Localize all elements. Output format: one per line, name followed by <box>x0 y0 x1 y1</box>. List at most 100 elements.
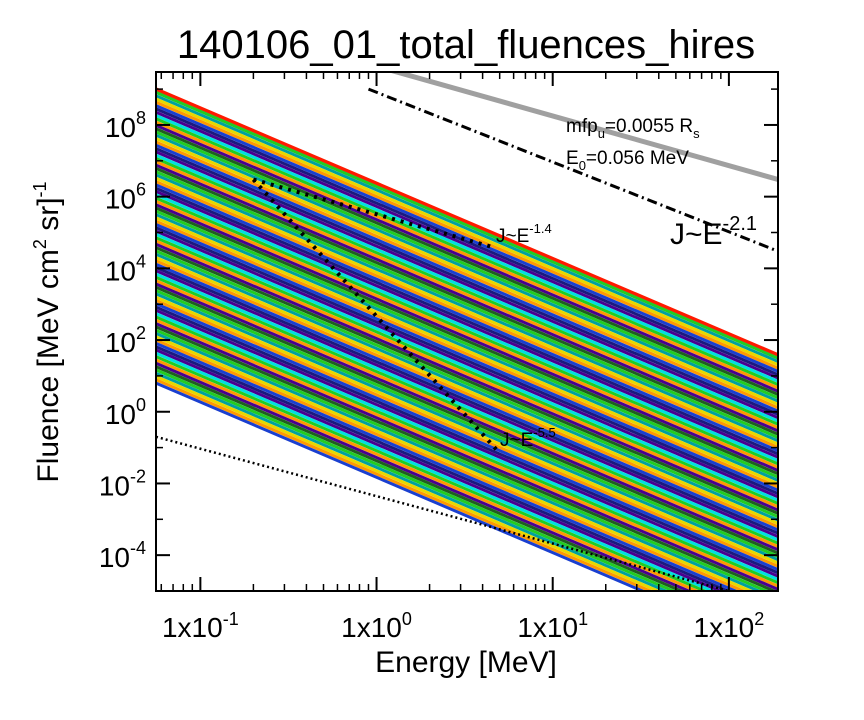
fluence-curve <box>156 342 740 591</box>
x-tick-label: 1x100 <box>341 609 412 643</box>
fluence-curve <box>156 358 701 591</box>
fluence-curve <box>156 206 778 476</box>
fluence-curve <box>156 219 778 489</box>
y-tick-label: 10-2 <box>99 466 146 501</box>
y-tick-label: 104 <box>105 251 146 286</box>
y-tick-label: 100 <box>105 395 146 430</box>
e0-annotation: E0=0.056 MeV <box>566 148 689 173</box>
fluence-curve <box>156 120 778 390</box>
fluence-curve <box>156 269 778 538</box>
fluence-curve <box>156 110 778 380</box>
reference-line <box>367 87 778 253</box>
fluence-curve <box>156 186 778 456</box>
fluence-curve <box>156 153 778 423</box>
fluence-curve <box>156 302 778 571</box>
fluence-curve <box>156 246 778 515</box>
fluence-curve <box>156 193 778 462</box>
fluence-curve <box>156 332 763 591</box>
fluence-curve <box>156 229 778 499</box>
fluence-curve <box>156 295 778 565</box>
fluence-curve <box>156 100 778 370</box>
fluence-curve <box>156 114 778 383</box>
fluence-curve <box>156 279 778 548</box>
fluence-curve <box>156 213 778 482</box>
y-axis-label: Fluence [MeV cm2 sr]-1 <box>30 181 65 482</box>
fluence-curve <box>156 233 778 502</box>
fluence-curve <box>156 183 778 453</box>
fluence-curve <box>156 315 778 585</box>
fluence-curve <box>156 305 778 575</box>
fluence-curve <box>156 345 732 591</box>
fluence-curve <box>156 107 778 377</box>
fluence-curve <box>156 133 778 403</box>
fluence-curve <box>156 209 778 479</box>
fluence-curve <box>156 180 778 449</box>
fluence-curve <box>156 157 778 426</box>
fluence-curve <box>156 256 778 525</box>
reference-line <box>251 178 502 455</box>
series-group <box>156 87 778 591</box>
mfp-annotation: mfpu=0.0055 Rs <box>566 116 700 141</box>
axis-ticks: 1x10-1 1x100 1x101 1x102 10-4 10-2 100 102 104 10… <box>99 72 778 643</box>
fluence-curve <box>156 147 778 416</box>
x-tick-label: 1x10-1 <box>162 609 239 643</box>
fluence-curve <box>156 371 670 591</box>
fluence-curve <box>156 322 778 591</box>
plot-frame <box>155 71 779 592</box>
fluence-curve <box>156 262 778 532</box>
fluence-curve <box>156 160 778 429</box>
fluence-curve <box>156 335 755 591</box>
fluence-curve <box>156 328 771 591</box>
fluence-curve <box>156 361 693 591</box>
fluence-curve <box>156 318 778 588</box>
reference-line <box>387 72 778 182</box>
fluence-curve <box>156 355 709 591</box>
fluence-curve <box>156 127 778 396</box>
fluence-curve <box>156 312 778 581</box>
fluence-curve <box>156 97 778 367</box>
fluence-curve <box>156 351 717 591</box>
fluence-curve <box>156 365 685 591</box>
fluence-curve <box>156 167 778 436</box>
fluence-curve <box>156 200 778 469</box>
y-tick-label: 106 <box>105 180 146 215</box>
fluence-curve <box>156 239 778 509</box>
fluence-curve <box>156 259 778 529</box>
slope-label-1-4: J~E-1.4 <box>496 221 552 247</box>
y-tick-label: 108 <box>105 108 146 143</box>
fluence-curve <box>156 266 778 535</box>
fluence-curve <box>156 252 778 522</box>
fluence-curve <box>156 190 778 459</box>
fluence-curve <box>156 282 778 552</box>
reference-line <box>156 435 730 591</box>
fluence-curve <box>156 91 778 360</box>
y-tick-label: 10-4 <box>99 538 146 573</box>
fluence-curve <box>156 338 747 591</box>
fluence-curve <box>156 242 778 512</box>
fluence-curve <box>156 381 647 591</box>
fluence-curve <box>156 292 778 562</box>
fluence-curve <box>156 226 778 495</box>
fluence-curve <box>156 289 778 558</box>
slope-label-5-5: J~E-5.5 <box>500 425 556 451</box>
fluence-curve <box>156 176 778 446</box>
fluence-curve <box>156 124 778 393</box>
fluence-curve <box>156 223 778 492</box>
slope-label-2-1: J~E-2.1 <box>670 213 757 251</box>
fluence-curve <box>156 137 778 406</box>
fluence-curve <box>156 170 778 439</box>
fluence-curve <box>156 94 778 363</box>
fluence-curve <box>156 130 778 400</box>
fluence-curve <box>156 325 778 591</box>
fluence-curve <box>156 249 778 519</box>
fluence-curve <box>156 272 778 542</box>
fluence-curve <box>156 143 778 413</box>
x-tick-label: 1x101 <box>517 609 588 643</box>
reference-lines <box>156 72 778 591</box>
fluence-curve <box>156 196 778 466</box>
fluence-curve <box>156 299 778 568</box>
fluence-curve <box>156 150 778 420</box>
fluence-curve <box>156 117 778 386</box>
x-tick-label: 1x102 <box>694 609 765 643</box>
